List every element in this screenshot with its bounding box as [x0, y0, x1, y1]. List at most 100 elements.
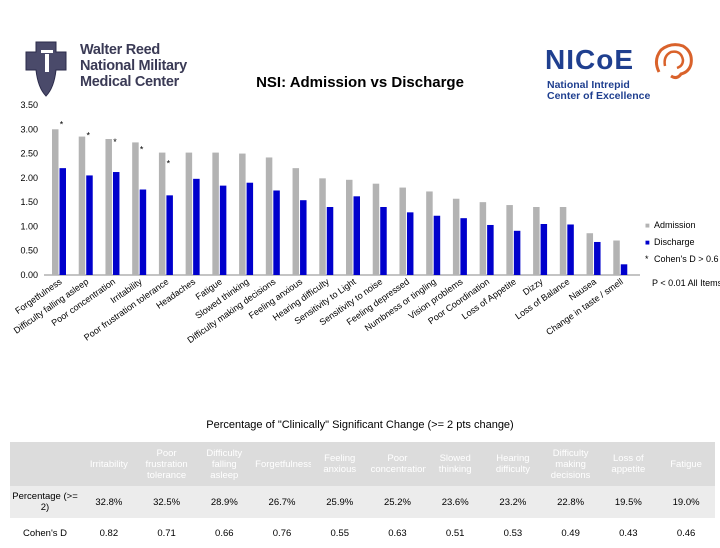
admission-bar	[319, 178, 326, 275]
discharge-bar	[59, 168, 66, 275]
admission-bar	[212, 152, 219, 275]
table-cell: 19.5%	[599, 486, 658, 518]
significance-marker: *	[60, 119, 64, 129]
admission-bar	[559, 207, 567, 275]
table-cell: 23.2%	[484, 486, 542, 518]
y-tick-label: 1.00	[20, 221, 38, 231]
discharge-bar	[273, 190, 280, 275]
table-cell: 0.51	[426, 518, 485, 548]
y-tick-label: 3.50	[20, 100, 38, 110]
table-column-header: Poor frustration tolerance	[137, 442, 196, 486]
table-column-header: Difficulty falling asleep	[195, 442, 254, 486]
table-cell: 32.5%	[137, 486, 196, 518]
admission-bar	[239, 153, 246, 275]
discharge-bar	[620, 264, 628, 275]
table-column-header: Forgetfulness	[253, 442, 311, 486]
legend-marker: ■	[645, 238, 650, 247]
y-tick-label: 0.50	[20, 246, 38, 256]
table-cell: 0.63	[368, 518, 427, 548]
discharge-bar	[406, 212, 414, 275]
walter-reed-logo: Walter Reed National Military Medical Ce…	[22, 40, 202, 100]
table-caption: Percentage of "Clinically" Significant C…	[206, 419, 514, 431]
admission-bar	[372, 183, 380, 275]
table-cell: 0.53	[484, 518, 542, 548]
legend-label: Admission	[654, 220, 696, 230]
discharge-bar	[86, 175, 93, 275]
admission-bar	[105, 139, 112, 275]
admission-bar	[613, 240, 620, 275]
discharge-bar	[433, 215, 441, 275]
table-cell: 25.9%	[310, 486, 369, 518]
table-header-row: Irritability Poor frustration tolerance Di…	[10, 442, 715, 486]
table-row-label: Percentage (>= 2)	[10, 486, 80, 518]
discharge-bar	[513, 230, 521, 275]
legend-label: Cohen's D > 0.6	[654, 254, 719, 264]
table-column-header: Slowed thinking	[426, 442, 485, 486]
discharge-bar	[193, 178, 200, 275]
table-cell: 19.0%	[657, 486, 715, 518]
nicoe-logo: NICoE National Intrepid Center of Excell…	[545, 42, 695, 106]
discharge-bar	[112, 172, 120, 275]
y-tick-label: 1.50	[20, 197, 38, 207]
table-column-header: Loss of appetite	[599, 442, 658, 486]
table-column-header: Fatigue	[657, 442, 715, 486]
table-cell: 0.82	[80, 518, 138, 548]
chart-title: NSI: Admission vs Discharge	[256, 74, 464, 91]
table-row-label: Cohen's D	[10, 518, 80, 548]
admission-bar	[452, 198, 460, 275]
admission-bar	[346, 179, 353, 275]
table-cell: 0.55	[310, 518, 369, 548]
table-row: Percentage (>= 2) 32.8% 32.5% 28.9% 26.7% 25.…	[10, 486, 715, 518]
admission-bar	[265, 157, 273, 275]
table-cell: 32.8%	[80, 486, 138, 518]
admission-bar	[506, 205, 513, 275]
walter-reed-cross-icon	[25, 41, 67, 97]
discharge-bar	[166, 195, 173, 275]
logo-line-1: Walter Reed	[80, 42, 160, 58]
table-cell: 22.8%	[541, 486, 600, 518]
nicoe-subtitle-1: National Intrepid	[547, 79, 630, 91]
table-cell: 23.6%	[426, 486, 485, 518]
y-tick-label: 3.00	[20, 124, 38, 134]
significance-marker: *	[167, 159, 171, 169]
table-corner-cell	[10, 442, 80, 486]
admission-bar	[52, 129, 59, 275]
table-cell: 0.66	[195, 518, 254, 548]
y-tick-label: 2.00	[20, 173, 38, 183]
admission-bar	[78, 136, 86, 275]
table-column-header: Hearing difficulty	[484, 442, 542, 486]
discharge-bar	[246, 182, 254, 275]
table-cell: 26.7%	[253, 486, 311, 518]
logo-line-3: Medical Center	[80, 74, 179, 90]
table-cell: 0.46	[657, 518, 715, 548]
table-column-header: Feeling anxious	[310, 442, 369, 486]
discharge-bar	[487, 224, 494, 275]
table-cell: 0.43	[599, 518, 658, 548]
admission-bar	[399, 187, 406, 275]
discharge-bar	[300, 200, 307, 275]
table-cell: 28.9%	[195, 486, 254, 518]
table-column-header: Difficulty making decisions	[541, 442, 600, 486]
admission-bar	[426, 191, 433, 275]
nsi-bar-chart: 0.000.501.001.502.002.503.003.50Forgetfu…	[12, 100, 720, 345]
admission-bar	[533, 207, 540, 275]
table-cell: 0.71	[137, 518, 196, 548]
table-cell: 0.49	[541, 518, 600, 548]
discharge-bar	[139, 189, 147, 275]
significant-change-table: Irritability Poor frustration tolerance Di…	[10, 442, 715, 548]
discharge-bar	[353, 196, 360, 275]
y-tick-label: 2.50	[20, 149, 38, 159]
significance-marker: *	[86, 131, 90, 141]
table-cell: 0.76	[253, 518, 311, 548]
admission-bar	[479, 202, 487, 275]
admission-bar	[185, 152, 193, 275]
nicoe-wordmark: NICoE	[545, 44, 634, 75]
legend-marker: *	[645, 254, 649, 264]
table-column-header: Irritability	[80, 442, 138, 486]
admission-bar	[132, 142, 139, 275]
discharge-bar	[460, 218, 467, 275]
admission-bar	[158, 152, 166, 275]
discharge-bar	[219, 185, 227, 275]
table-row: Cohen's D 0.82 0.71 0.66 0.76 0.55 0.63 0.51 0.5…	[10, 518, 715, 548]
admission-bar	[586, 233, 594, 275]
